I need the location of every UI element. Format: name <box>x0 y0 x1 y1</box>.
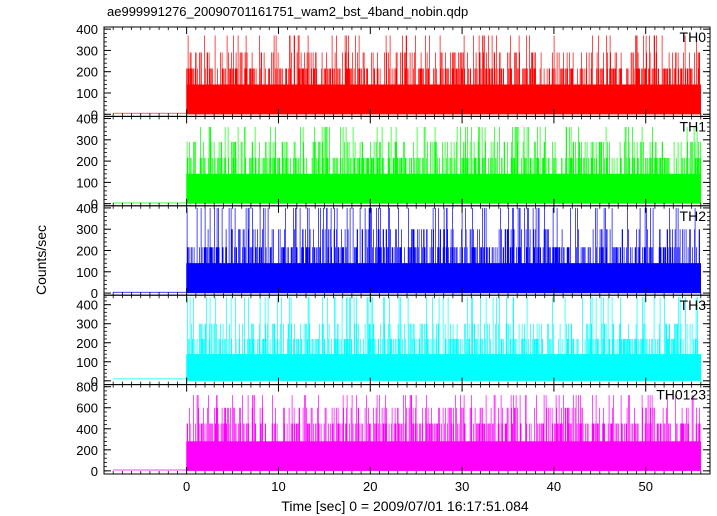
x-tick-label: 0 <box>183 479 190 494</box>
panel-label-th0123: TH0123 <box>656 387 706 403</box>
panel-th3: 0 100 200 300 400 TH3 <box>76 294 711 389</box>
x-tick-label: 30 <box>455 479 469 494</box>
series-baseline-fill-th0 <box>186 84 701 115</box>
y-tick-label: 200 <box>76 443 98 458</box>
x-tick-label: 50 <box>638 479 652 494</box>
y-tick-label: 200 <box>76 65 98 80</box>
y-tick-label: 0 <box>91 107 98 122</box>
x-axis: 0 10 20 30 40 50 <box>183 479 653 494</box>
x-axis-label: Time [sec] 0 = 2009/07/01 16:17:51.084 <box>281 498 529 514</box>
panels-group: 0 100 200 300 400 TH0 0 100 200 300 400 TH1 0 100 200 3… <box>76 22 711 479</box>
series-baseline-fill-th2 <box>186 263 701 294</box>
y-tick-label: 300 <box>76 133 98 148</box>
panel-th2: 0 100 200 300 400 TH2 <box>76 201 711 301</box>
y-tick-label: 200 <box>76 336 98 351</box>
y-tick-label: 100 <box>76 175 98 190</box>
y-tick-label: 400 <box>76 201 98 216</box>
chart-title: ae999991276_20090701161751_wam2_bst_4ban… <box>107 4 468 19</box>
y-tick-label: 0 <box>91 464 98 479</box>
y-tick-label: 100 <box>76 265 98 280</box>
panel-th0123: 0 200 400 600 800 TH0123 <box>76 380 711 479</box>
x-tick-label: 40 <box>547 479 561 494</box>
y-tick-label: 200 <box>76 154 98 169</box>
y-tick-label: 400 <box>76 112 98 127</box>
y-tick-label: 300 <box>76 317 98 332</box>
y-tick-label: 400 <box>76 422 98 437</box>
y-tick-label: 200 <box>76 244 98 259</box>
series-baseline-fill-th1 <box>186 173 701 204</box>
y-tick-label: 600 <box>76 401 98 416</box>
x-tick-label: 20 <box>363 479 377 494</box>
x-tick-label: 10 <box>271 479 285 494</box>
y-tick-label: 300 <box>76 222 98 237</box>
y-tick-label: 0 <box>91 374 98 389</box>
panel-label-th1: TH1 <box>680 118 707 134</box>
y-tick-label: 300 <box>76 43 98 58</box>
series-baseline-fill-th0123 <box>186 441 701 471</box>
panel-label-th3: TH3 <box>680 297 707 313</box>
y-tick-label: 800 <box>76 380 98 395</box>
y-tick-label: 0 <box>91 197 98 212</box>
y-tick-label: 400 <box>76 22 98 37</box>
panel-label-th0: TH0 <box>680 29 707 45</box>
y-tick-label: 100 <box>76 355 98 370</box>
panel-label-th2: TH2 <box>680 208 707 224</box>
panel-th0: 0 100 200 300 400 TH0 <box>76 22 711 122</box>
y-tick-label: 0 <box>91 286 98 301</box>
panel-th1: 0 100 200 300 400 TH1 <box>76 112 711 212</box>
y-tick-label: 400 <box>76 298 98 313</box>
y-tick-label: 100 <box>76 86 98 101</box>
series-baseline-fill-th3 <box>186 354 701 381</box>
y-axis-label: Counts/sec <box>33 225 49 295</box>
